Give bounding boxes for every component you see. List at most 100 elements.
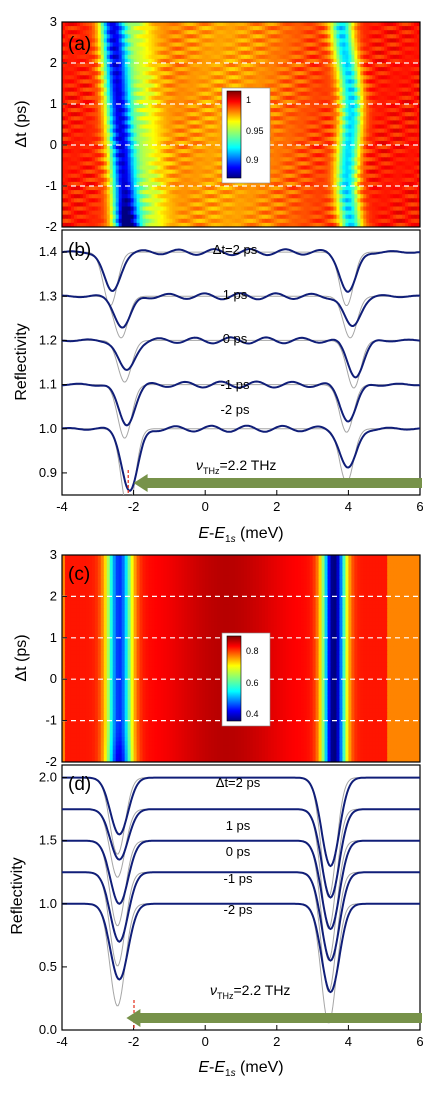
heatmap-cell	[417, 22, 420, 27]
heatmap-cell	[79, 63, 84, 68]
heatmap-cell	[417, 38, 420, 44]
heatmap-cell	[133, 50, 138, 56]
heatmap-cell	[312, 22, 317, 27]
heatmap-cell	[82, 42, 87, 48]
heatmap-cell	[399, 63, 403, 68]
heatmap-cell	[130, 34, 135, 39]
heatmap-cell	[124, 26, 129, 31]
heatmap-cell	[360, 50, 364, 56]
heatmap-cell	[258, 22, 263, 27]
heatmap-cell	[187, 22, 191, 27]
heatmap-cell	[223, 58, 227, 64]
heatmap-cell	[106, 67, 111, 72]
heatmap-cell	[285, 30, 290, 35]
heatmap-cell	[190, 22, 194, 27]
heatmap-cell	[291, 34, 296, 39]
heatmap-cell	[318, 22, 323, 27]
heatmap-cell	[282, 34, 287, 39]
heatmap-cell	[157, 54, 162, 60]
heatmap-cell	[91, 67, 96, 72]
heatmap-cell	[184, 54, 188, 60]
heatmap-cell	[211, 26, 215, 31]
heatmap-cell	[327, 67, 332, 72]
heatmap-cell	[267, 54, 272, 60]
heatmap-cell	[62, 67, 66, 72]
heatmap-cell	[226, 38, 230, 44]
heatmap-cell	[139, 67, 144, 72]
heatmap-cell	[202, 46, 206, 52]
heatmap-cell	[309, 26, 314, 31]
heatmap-cell	[163, 26, 168, 31]
heatmap-cell	[273, 42, 278, 48]
heatmap-cell	[157, 26, 162, 31]
heatmap-cell	[163, 63, 168, 68]
heatmap-cell	[255, 67, 260, 72]
heatmap-cell	[417, 46, 420, 52]
heatmap-cell	[390, 63, 394, 68]
heatmap-cell	[76, 42, 81, 48]
heatmap-cell	[109, 46, 114, 52]
heatmap-cell	[241, 34, 245, 39]
heatmap-cell	[330, 38, 335, 44]
heatmap-cell	[288, 58, 293, 64]
heatmap-cell	[408, 58, 412, 64]
heatmap-cell	[124, 67, 129, 72]
heatmap-cell	[375, 54, 379, 60]
heatmap-cell	[157, 34, 162, 39]
heatmap-cell	[127, 26, 132, 31]
heatmap-cell	[255, 63, 260, 68]
heatmap-cell	[223, 54, 227, 60]
heatmap-cell	[214, 34, 218, 39]
heatmap-cell	[303, 34, 308, 39]
heatmap-cell	[363, 42, 367, 48]
heatmap-cell	[208, 67, 212, 72]
heatmap-cell	[309, 58, 314, 64]
heatmap-cell	[309, 50, 314, 56]
heatmap-cell	[103, 46, 108, 52]
heatmap-cell	[378, 58, 382, 64]
heatmap-cell	[258, 42, 263, 48]
heatmap-cell	[411, 58, 415, 64]
heatmap-cell	[106, 26, 111, 31]
heatmap-cell	[414, 38, 418, 44]
heatmap-cell	[246, 38, 251, 44]
heatmap-cell	[163, 46, 168, 52]
heatmap-cell	[348, 54, 352, 60]
heatmap-cell	[393, 30, 397, 35]
heatmap-cell	[226, 54, 230, 60]
heatmap-cell	[258, 30, 263, 35]
heatmap-cell	[279, 38, 284, 44]
heatmap-cell	[354, 63, 358, 68]
heatmap-cell	[67, 54, 72, 60]
heatmap-cell	[118, 22, 123, 27]
heatmap-cell	[270, 26, 275, 31]
heatmap-cell	[223, 67, 227, 72]
heatmap-cell	[235, 46, 239, 52]
heatmap-cell	[193, 34, 197, 39]
heatmap-cell	[252, 54, 257, 60]
heatmap-cell	[369, 34, 373, 39]
heatmap-cell	[187, 38, 191, 44]
heatmap-cell	[226, 26, 230, 31]
heatmap-cell	[103, 26, 108, 31]
heatmap-cell	[214, 54, 218, 60]
heatmap-cell	[190, 67, 194, 72]
heatmap-cell	[91, 34, 96, 39]
heatmap-cell	[312, 34, 317, 39]
heatmap-cell	[270, 22, 275, 27]
heatmap-cell	[309, 38, 314, 44]
heatmap-cell	[258, 50, 263, 56]
heatmap-cell	[127, 50, 132, 56]
heatmap-cell	[342, 50, 347, 56]
heatmap-cell	[178, 46, 182, 52]
heatmap-cell	[330, 46, 335, 52]
heatmap-cell	[378, 54, 382, 60]
heatmap-cell	[333, 42, 338, 48]
heatmap-cell	[133, 34, 138, 39]
heatmap-cell	[336, 22, 341, 27]
heatmap-cell	[312, 46, 317, 52]
heatmap-cell	[327, 58, 332, 64]
heatmap-cell	[324, 54, 329, 60]
heatmap-cell	[405, 38, 409, 44]
heatmap-cell	[378, 63, 382, 68]
